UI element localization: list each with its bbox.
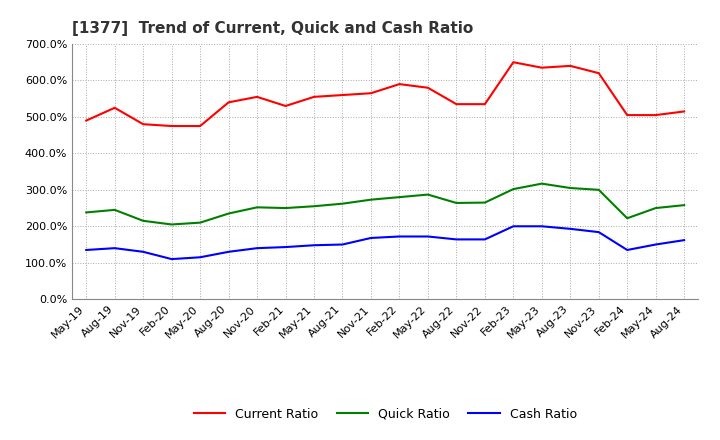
Quick Ratio (225, 211, 233, 216)
Quick Ratio (395, 194, 404, 200)
Quick Ratio (423, 192, 432, 197)
Cash Ratio (82, 247, 91, 253)
Cash Ratio (452, 237, 461, 242)
Current Ratio (652, 113, 660, 118)
Cash Ratio (253, 246, 261, 251)
Line: Quick Ratio: Quick Ratio (86, 183, 684, 224)
Cash Ratio (139, 249, 148, 254)
Quick Ratio (537, 181, 546, 186)
Text: [1377]  Trend of Current, Quick and Cash Ratio: [1377] Trend of Current, Quick and Cash … (72, 21, 473, 36)
Quick Ratio (310, 204, 318, 209)
Quick Ratio (652, 205, 660, 211)
Quick Ratio (480, 200, 489, 205)
Current Ratio (595, 70, 603, 76)
Quick Ratio (282, 205, 290, 211)
Current Ratio (480, 102, 489, 107)
Cash Ratio (196, 255, 204, 260)
Cash Ratio (509, 224, 518, 229)
Quick Ratio (167, 222, 176, 227)
Current Ratio (509, 59, 518, 65)
Quick Ratio (366, 197, 375, 202)
Cash Ratio (310, 242, 318, 248)
Line: Current Ratio: Current Ratio (86, 62, 684, 126)
Cash Ratio (282, 245, 290, 250)
Cash Ratio (225, 249, 233, 254)
Quick Ratio (509, 187, 518, 192)
Quick Ratio (82, 210, 91, 215)
Current Ratio (680, 109, 688, 114)
Current Ratio (282, 103, 290, 109)
Quick Ratio (139, 218, 148, 224)
Quick Ratio (110, 207, 119, 213)
Cash Ratio (167, 257, 176, 262)
Cash Ratio (595, 230, 603, 235)
Current Ratio (196, 123, 204, 128)
Current Ratio (537, 65, 546, 70)
Current Ratio (623, 113, 631, 118)
Current Ratio (225, 100, 233, 105)
Cash Ratio (423, 234, 432, 239)
Current Ratio (423, 85, 432, 90)
Quick Ratio (452, 200, 461, 205)
Quick Ratio (253, 205, 261, 210)
Cash Ratio (480, 237, 489, 242)
Current Ratio (566, 63, 575, 69)
Cash Ratio (623, 247, 631, 253)
Cash Ratio (537, 224, 546, 229)
Current Ratio (452, 102, 461, 107)
Quick Ratio (680, 202, 688, 208)
Line: Cash Ratio: Cash Ratio (86, 226, 684, 259)
Current Ratio (366, 91, 375, 96)
Quick Ratio (566, 185, 575, 191)
Current Ratio (167, 123, 176, 128)
Current Ratio (82, 118, 91, 123)
Current Ratio (139, 121, 148, 127)
Cash Ratio (110, 246, 119, 251)
Current Ratio (338, 92, 347, 98)
Cash Ratio (366, 235, 375, 241)
Current Ratio (253, 94, 261, 99)
Quick Ratio (196, 220, 204, 225)
Cash Ratio (680, 238, 688, 243)
Cash Ratio (395, 234, 404, 239)
Quick Ratio (338, 201, 347, 206)
Cash Ratio (566, 226, 575, 231)
Legend: Current Ratio, Quick Ratio, Cash Ratio: Current Ratio, Quick Ratio, Cash Ratio (189, 403, 582, 425)
Current Ratio (110, 105, 119, 110)
Cash Ratio (338, 242, 347, 247)
Quick Ratio (595, 187, 603, 192)
Current Ratio (310, 94, 318, 99)
Current Ratio (395, 81, 404, 87)
Quick Ratio (623, 216, 631, 221)
Cash Ratio (652, 242, 660, 247)
